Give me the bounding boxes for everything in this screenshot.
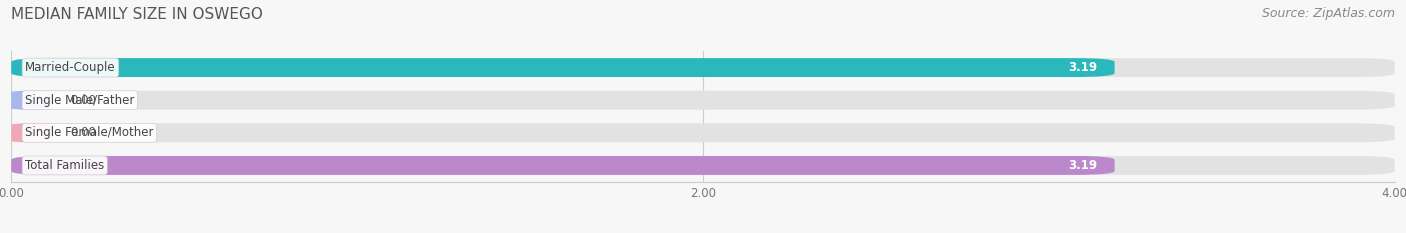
FancyBboxPatch shape [11,91,1395,110]
Text: Single Male/Father: Single Male/Father [25,94,135,107]
Text: Married-Couple: Married-Couple [25,61,115,74]
Text: 0.00: 0.00 [70,94,96,107]
Text: MEDIAN FAMILY SIZE IN OSWEGO: MEDIAN FAMILY SIZE IN OSWEGO [11,7,263,22]
Text: Source: ZipAtlas.com: Source: ZipAtlas.com [1261,7,1395,20]
FancyBboxPatch shape [11,156,1115,175]
FancyBboxPatch shape [11,58,1115,77]
Text: 3.19: 3.19 [1069,61,1097,74]
Text: 3.19: 3.19 [1069,159,1097,172]
Text: Total Families: Total Families [25,159,104,172]
Text: Single Female/Mother: Single Female/Mother [25,126,153,139]
FancyBboxPatch shape [11,156,1395,175]
FancyBboxPatch shape [11,123,1395,142]
FancyBboxPatch shape [11,58,1395,77]
Text: 0.00: 0.00 [70,126,96,139]
FancyBboxPatch shape [11,123,53,142]
FancyBboxPatch shape [11,91,53,110]
